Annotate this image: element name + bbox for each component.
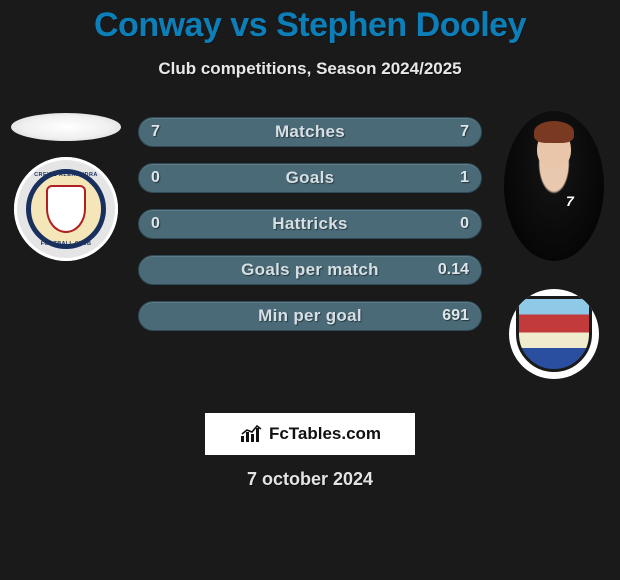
stat-row-matches: 7 Matches 7 [138,117,482,147]
stat-left-value: 7 [151,123,160,141]
stat-label: Hattricks [272,214,347,234]
club-badge-left-text-bottom: FOOTBALL CLUB [14,241,118,247]
stat-right-value: 0 [460,215,469,233]
stat-label: Goals per match [241,260,379,280]
stat-left-value: 0 [151,215,160,233]
player-right-photo: 7 [504,111,604,261]
stat-row-goals-per-match: Goals per match 0.14 [138,255,482,285]
comparison-area: CREWE ALEXANDRA FOOTBALL CLUB 7 7 Matche… [0,111,620,411]
comparison-card: Conway vs Stephen Dooley Club competitio… [0,0,620,490]
page-title: Conway vs Stephen Dooley [0,0,620,45]
stat-row-min-per-goal: Min per goal 691 [138,301,482,331]
bar-chart-icon [239,424,265,444]
stat-left-value: 0 [151,169,160,187]
stat-bars: 7 Matches 7 0 Goals 1 0 Hattricks 0 Goal… [138,117,482,347]
player-right-column: 7 [494,111,614,411]
club-badge-left: CREWE ALEXANDRA FOOTBALL CLUB [14,157,118,261]
stat-label: Min per goal [258,306,362,326]
stat-right-value: 691 [442,307,469,325]
stat-row-goals: 0 Goals 1 [138,163,482,193]
club-badge-right [509,289,599,379]
stat-right-value: 1 [460,169,469,187]
stat-label: Matches [275,122,345,142]
player-left-column: CREWE ALEXANDRA FOOTBALL CLUB [6,111,126,411]
club-badge-left-text-top: CREWE ALEXANDRA [14,172,118,178]
player-right-shirt-number: 7 [566,193,574,209]
stat-label: Goals [286,168,335,188]
stat-right-value: 0.14 [438,261,469,279]
footer-logo-wrap: FcTables.com [0,413,620,455]
player-left-photo [11,113,121,141]
stat-row-hattricks: 0 Hattricks 0 [138,209,482,239]
footer-brand-text: FcTables.com [269,424,381,444]
date-line: 7 october 2024 [0,469,620,490]
footer-brand-badge[interactable]: FcTables.com [205,413,415,455]
page-subtitle: Club competitions, Season 2024/2025 [0,59,620,79]
stat-right-value: 7 [460,123,469,141]
